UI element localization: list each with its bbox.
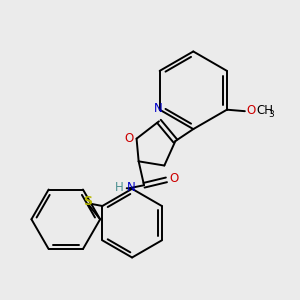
Text: S: S [83, 195, 92, 208]
Text: O: O [124, 132, 134, 145]
Text: N: N [127, 181, 136, 194]
Text: H: H [114, 181, 123, 194]
Text: O: O [169, 172, 179, 185]
Text: 3: 3 [268, 110, 274, 119]
Text: CH: CH [256, 104, 273, 117]
Text: N: N [154, 102, 163, 116]
Text: O: O [246, 104, 256, 117]
